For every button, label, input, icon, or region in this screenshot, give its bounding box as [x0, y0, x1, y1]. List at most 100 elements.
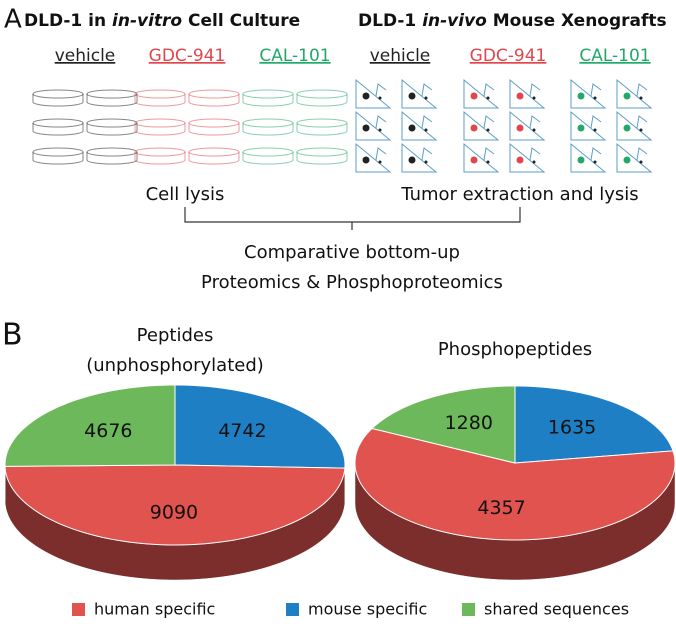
eye — [487, 97, 490, 100]
eye — [533, 129, 536, 132]
slice-label: 1280 — [445, 412, 493, 434]
eye — [425, 129, 428, 132]
analysis: Comparative bottom-up — [244, 242, 460, 263]
heading-part: DLD-1 in — [24, 11, 112, 31]
dish — [87, 152, 137, 164]
dish — [135, 148, 185, 156]
tumor — [363, 93, 370, 100]
eye — [533, 97, 536, 100]
dish — [33, 119, 83, 127]
group-label: GDC-941 — [149, 46, 226, 66]
legend-swatch — [72, 603, 85, 616]
eye — [487, 161, 490, 164]
dish — [87, 119, 137, 127]
dish — [135, 94, 185, 106]
dish — [135, 152, 185, 164]
dish — [189, 94, 239, 106]
eye — [640, 97, 643, 100]
legend-label: mouse specific — [308, 600, 427, 619]
mouse — [464, 144, 498, 172]
dish — [189, 148, 239, 156]
heading-part: Mouse Xenografts — [487, 11, 667, 31]
dish — [243, 94, 293, 106]
dish — [243, 119, 293, 127]
dish — [135, 90, 185, 98]
dish — [33, 123, 83, 135]
dish — [297, 119, 347, 127]
mouse — [617, 144, 651, 172]
tumor — [578, 157, 585, 164]
tumor — [471, 157, 478, 164]
slice-label: 4742 — [218, 420, 266, 442]
step: Tumor extraction and lysis — [400, 184, 638, 205]
dish — [87, 94, 137, 106]
heading-part: DLD-1 — [358, 11, 422, 31]
dish — [189, 90, 239, 98]
mouse — [402, 80, 436, 108]
eye — [379, 97, 382, 100]
mouse — [510, 144, 544, 172]
eye — [594, 129, 597, 132]
dish — [135, 123, 185, 135]
tumor — [624, 157, 631, 164]
mouse — [356, 112, 390, 140]
group-label: CAL-101 — [259, 46, 330, 66]
tumor — [363, 157, 370, 164]
heading-part: in-vivo — [422, 11, 487, 31]
mouse — [510, 80, 544, 108]
mouse — [571, 144, 605, 172]
tumor — [471, 125, 478, 132]
slice-label: 9090 — [150, 501, 198, 523]
heading-part: Cell Culture — [182, 11, 300, 31]
dish — [87, 148, 137, 156]
mouse — [356, 80, 390, 108]
group-label: vehicle — [370, 46, 431, 66]
group-label: vehicle — [55, 46, 116, 66]
tumor — [517, 93, 524, 100]
dish — [33, 90, 83, 98]
step: Cell lysis — [146, 184, 225, 205]
heading: DLD-1 in in-vitro Cell Culture — [24, 11, 300, 31]
dish — [243, 148, 293, 156]
dish — [33, 152, 83, 164]
tumor — [409, 125, 416, 132]
tumor — [409, 157, 416, 164]
mouse — [356, 144, 390, 172]
tumor — [624, 125, 631, 132]
tumor — [624, 93, 631, 100]
dish — [297, 148, 347, 156]
tumor — [363, 125, 370, 132]
eye — [640, 129, 643, 132]
group-label: CAL-101 — [579, 46, 650, 66]
legend-label: human specific — [94, 600, 215, 619]
tumor — [517, 125, 524, 132]
panel-label: B — [2, 318, 23, 353]
dish — [297, 123, 347, 135]
tumor — [409, 93, 416, 100]
dish — [297, 152, 347, 164]
mouse — [571, 80, 605, 108]
mouse — [571, 112, 605, 140]
dish — [87, 123, 137, 135]
dish — [135, 119, 185, 127]
eye — [379, 129, 382, 132]
eye — [533, 161, 536, 164]
legend-swatch — [286, 603, 299, 616]
slice-label: 4676 — [84, 420, 132, 442]
dish — [243, 152, 293, 164]
dish — [33, 94, 83, 106]
tumor — [517, 157, 524, 164]
tumor — [471, 93, 478, 100]
slice-label: 4357 — [477, 497, 525, 519]
heading: DLD-1 in-vivo Mouse Xenografts — [358, 11, 667, 31]
mouse — [464, 80, 498, 108]
pie-title: Peptides — [137, 325, 214, 346]
dish — [297, 90, 347, 98]
heading-part: in-vitro — [112, 11, 182, 31]
eye — [640, 161, 643, 164]
group-label: GDC-941 — [470, 46, 547, 66]
mouse — [402, 144, 436, 172]
eye — [594, 161, 597, 164]
dish — [189, 123, 239, 135]
